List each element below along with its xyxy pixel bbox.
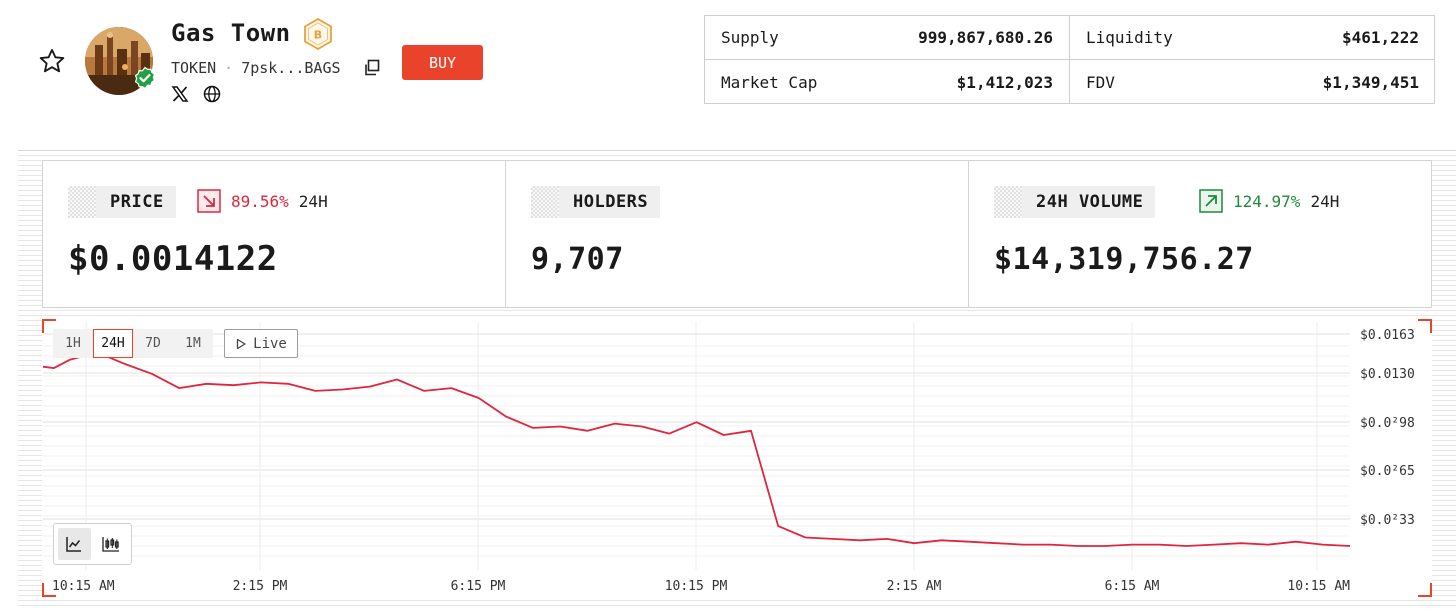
buy-button[interactable]: BUY — [402, 45, 483, 80]
candlestick-chart-button[interactable] — [95, 528, 128, 560]
volume-change: 124.97% 24H — [1199, 189, 1339, 213]
holders-value: 9,707 — [531, 242, 624, 277]
arrow-up-right-icon — [1199, 189, 1223, 213]
meta-separator: · — [224, 59, 234, 77]
stat-value: $461,222 — [1341, 28, 1419, 47]
price-metric: PRICE 89.56% 24H $0.0014122 — [43, 161, 506, 307]
volume-change-period: 24H — [1310, 191, 1340, 211]
volume-change-pct: 124.97% — [1233, 191, 1301, 211]
holders-label-chip: HOLDERS — [531, 186, 661, 218]
token-meta: TOKEN · 7psk...BAGS — [171, 59, 341, 77]
chart-type-toggle — [53, 523, 132, 565]
candlestick-icon — [102, 537, 119, 552]
holders-metric: HOLDERS 9,707 — [506, 161, 969, 307]
verified-icon — [134, 66, 156, 90]
stat-label: Liquidity — [1086, 28, 1173, 47]
line-chart-icon — [66, 537, 82, 552]
stat-label: Market Cap — [721, 72, 818, 92]
x-icon[interactable] — [170, 84, 190, 104]
launchpad-badge-icon: B — [304, 17, 332, 51]
stat-fdv: FDV $1,349,451 — [1070, 60, 1435, 104]
holders-label: HOLDERS — [573, 192, 649, 212]
copy-address-icon[interactable] — [362, 58, 382, 78]
price-label: PRICE — [110, 192, 164, 212]
timeframe-1h[interactable]: 1H — [53, 329, 93, 358]
chart-corner — [42, 319, 56, 333]
globe-icon[interactable] — [202, 84, 222, 104]
timeframe-24h[interactable]: 24H — [93, 329, 133, 358]
arrow-down-right-icon — [197, 189, 221, 213]
timeframe-selector: 1H 24H 7D 1M — [53, 329, 213, 358]
timeframe-1m[interactable]: 1M — [173, 329, 213, 358]
token-address: 7psk...BAGS — [241, 59, 341, 77]
line-chart-button[interactable] — [58, 528, 91, 560]
stat-label: Supply — [721, 28, 779, 47]
chart-corner — [1418, 583, 1432, 597]
stat-supply: Supply 999,867,680.26 — [705, 16, 1070, 60]
token-name: Gas Town — [171, 19, 291, 47]
live-button[interactable]: Live — [224, 329, 298, 358]
stat-market-cap: Market Cap $1,412,023 — [705, 60, 1070, 104]
stat-value: $1,412,023 — [956, 72, 1053, 92]
token-stats-table: Supply 999,867,680.26 Liquidity $461,222 M… — [704, 15, 1435, 104]
metrics-row: PRICE 89.56% 24H $0.0014122 HOLDERS 9,70… — [42, 160, 1432, 308]
price-value: $0.0014122 — [68, 239, 278, 279]
chart-corner — [42, 583, 56, 597]
timeframe-7d[interactable]: 7D — [133, 329, 173, 358]
stat-liquidity: Liquidity $461,222 — [1070, 16, 1435, 60]
price-change: 89.56% 24H — [197, 189, 328, 213]
stat-value: 999,867,680.26 — [918, 28, 1053, 47]
volume-metric: 24H VOLUME 124.97% 24H $14,319,756.27 — [969, 161, 1431, 307]
chart-corner — [1418, 319, 1432, 333]
live-label: Live — [253, 335, 287, 352]
play-icon — [236, 338, 246, 349]
favorite-star-icon[interactable] — [38, 47, 66, 75]
badge-letter: B — [314, 29, 322, 42]
token-type: TOKEN — [171, 59, 217, 77]
token-avatar — [85, 27, 153, 95]
volume-label: 24H VOLUME — [1036, 192, 1144, 212]
stat-value: $1,349,451 — [1322, 72, 1419, 92]
price-change-pct: 89.56% — [231, 191, 289, 211]
price-chart-area — [42, 318, 1432, 598]
volume-label-chip: 24H VOLUME — [994, 186, 1156, 218]
price-change-period: 24H — [298, 191, 328, 211]
stat-label: FDV — [1086, 72, 1115, 92]
price-label-chip: PRICE — [68, 186, 176, 218]
volume-value: $14,319,756.27 — [994, 242, 1254, 277]
